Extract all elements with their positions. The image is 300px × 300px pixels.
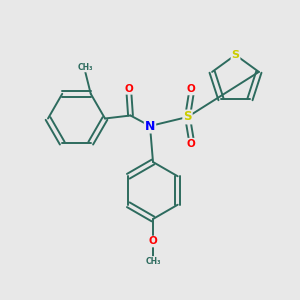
Text: S: S (232, 50, 239, 60)
Text: N: N (145, 119, 155, 133)
Text: O: O (124, 84, 134, 94)
Text: S: S (183, 110, 192, 124)
Text: CH₃: CH₃ (145, 257, 161, 266)
Text: O: O (148, 236, 158, 247)
Text: O: O (187, 84, 196, 94)
Text: O: O (187, 139, 196, 149)
Text: CH₃: CH₃ (78, 63, 93, 72)
